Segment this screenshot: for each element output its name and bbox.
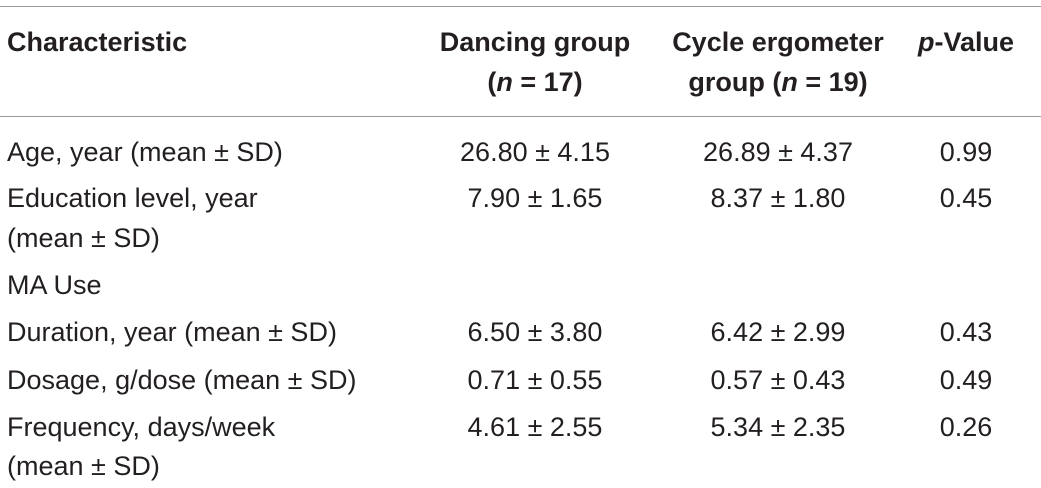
row-dosage-dancing: 0.71 ± 0.55 [467, 365, 603, 395]
row-frequency-cycle: 5.34 ± 2.35 [710, 412, 846, 442]
header-dancing-n: (n = 17) [487, 67, 583, 97]
row-frequency-label-2: (mean ± SD) [7, 451, 160, 481]
row-ma-use-label: MA Use [7, 270, 102, 300]
header-cycle-ergometer: Cycle ergometer [672, 27, 884, 57]
row-dosage-p: 0.49 [939, 365, 993, 395]
row-duration-dancing: 6.50 ± 3.80 [467, 317, 603, 347]
row-frequency-label: Frequency, days/week [7, 412, 276, 442]
row-education-label-2: (mean ± SD) [7, 223, 160, 253]
row-frequency-p: 0.26 [939, 412, 993, 442]
row-frequency-dancing: 4.61 ± 2.55 [467, 412, 603, 442]
row-education-label: Education level, year [7, 183, 258, 213]
header-characteristic: Characteristic [7, 27, 188, 57]
row-duration-label: Duration, year (mean ± SD) [7, 317, 337, 347]
row-age-label: Age, year (mean ± SD) [7, 137, 283, 167]
row-education-cycle: 8.37 ± 1.80 [710, 183, 846, 213]
row-duration-cycle: 6.42 ± 2.99 [710, 317, 846, 347]
row-age-cycle: 26.89 ± 4.37 [703, 137, 853, 167]
header-p-value: p-Value [917, 27, 1015, 57]
row-duration-p: 0.43 [939, 317, 993, 347]
row-age-p: 0.99 [939, 137, 993, 167]
table-top-rule [0, 6, 1041, 7]
header-cycle-n: group (n = 19) [688, 67, 868, 97]
header-rule [0, 116, 1041, 117]
row-age-dancing: 26.80 ± 4.15 [460, 137, 610, 167]
header-dancing-group: Dancing group [439, 27, 631, 57]
row-dosage-cycle: 0.57 ± 0.43 [710, 365, 846, 395]
row-education-p: 0.45 [939, 183, 993, 213]
row-dosage-label: Dosage, g/dose (mean ± SD) [7, 365, 357, 395]
row-education-dancing: 7.90 ± 1.65 [467, 183, 603, 213]
